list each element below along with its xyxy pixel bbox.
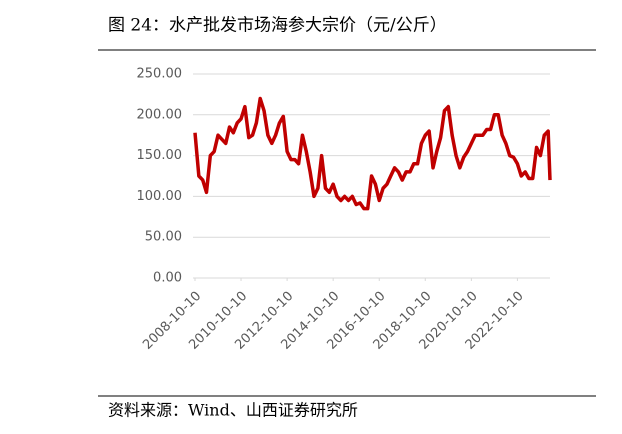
- y-tick-label: 50.00: [145, 230, 182, 245]
- y-tick-label: 250.00: [137, 67, 183, 82]
- y-tick-label: 200.00: [137, 107, 183, 122]
- source-note: 资料来源：Wind、山西证券研究所: [108, 401, 358, 420]
- y-tick-label: 100.00: [137, 189, 183, 204]
- y-tick-label: 0.00: [153, 271, 182, 286]
- chart-title: 图 24：水产批发市场海参大宗价（元/公斤）: [108, 16, 447, 36]
- series-line: [193, 96, 552, 211]
- y-tick-label: 150.00: [137, 148, 183, 163]
